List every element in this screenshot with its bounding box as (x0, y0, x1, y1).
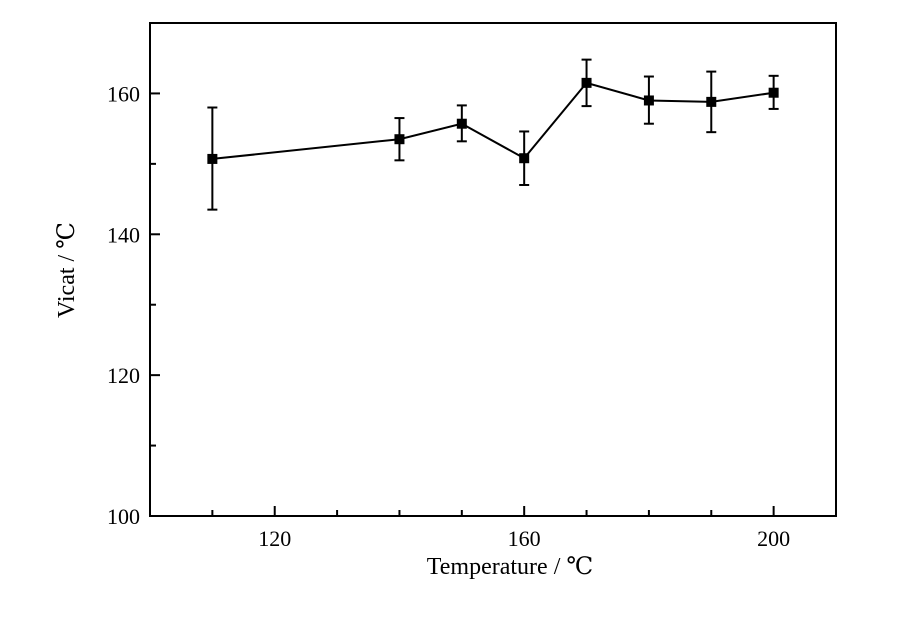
y-tick-label: 120 (107, 363, 140, 388)
series-layer (207, 58, 779, 211)
data-point-marker (768, 87, 779, 98)
y-tick-label: 160 (107, 81, 140, 106)
data-point-marker (706, 96, 717, 107)
data-point-marker (519, 153, 530, 164)
y-tick-label: 140 (107, 222, 140, 247)
data-point-marker (643, 95, 654, 106)
data-point-marker (581, 77, 592, 88)
x-axis-ticks (211, 506, 775, 516)
data-point-marker (456, 118, 467, 129)
data-point-marker (207, 153, 218, 164)
y-axis-ticks (150, 22, 160, 517)
x-tick-label: 120 (258, 526, 291, 551)
x-tick-label: 160 (508, 526, 541, 551)
series-line (212, 81, 774, 160)
x-tick-labels: 120 160 200 (258, 526, 790, 551)
y-tick-label: 100 (107, 504, 140, 529)
plot-frame (149, 22, 837, 517)
data-point-marker (394, 134, 405, 145)
x-axis-label: Temperature / ℃ (427, 554, 593, 580)
y-tick-labels: 100 120 140 160 (107, 81, 140, 529)
x-tick-label: 200 (757, 526, 790, 551)
y-axis-label: Vicat / ℃ (54, 222, 80, 318)
